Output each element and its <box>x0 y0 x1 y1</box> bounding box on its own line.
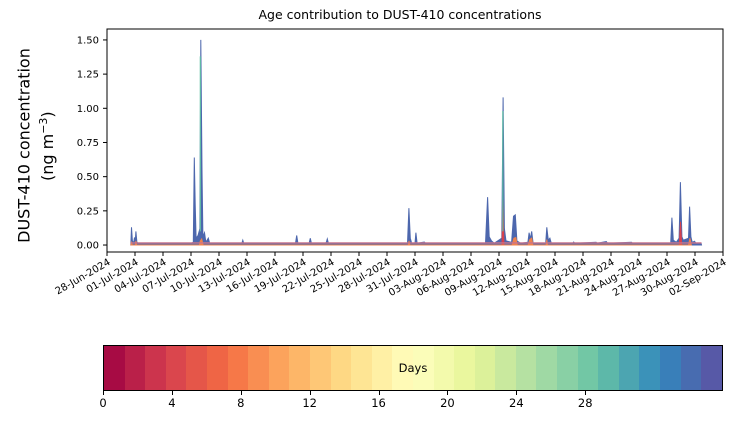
y-tick-label: 0.75 <box>77 138 99 149</box>
colorbar-tick <box>309 391 311 395</box>
y-tick-label: 1.00 <box>77 104 99 115</box>
colorbar-segment <box>309 346 331 390</box>
chart-title: Age contribution to DUST-410 concentrati… <box>258 7 542 22</box>
colorbar-tick <box>516 391 518 395</box>
colorbar-segment <box>351 346 372 390</box>
colorbar-segment <box>392 346 413 390</box>
colorbar-segment <box>577 346 599 390</box>
colorbar-segment <box>206 346 228 390</box>
colorbar-segment <box>557 346 578 390</box>
colorbar-segment <box>536 346 558 390</box>
colorbar-tick <box>240 391 242 395</box>
colorbar-tick-label: 4 <box>168 396 176 410</box>
colorbar-segment <box>227 346 249 390</box>
time-series-plot: 0.000.250.500.751.001.251.5028-Jun-20240… <box>54 28 729 299</box>
colorbar-segment <box>660 346 681 390</box>
colorbar-segment <box>330 346 352 390</box>
colorbar-segment <box>515 346 537 390</box>
colorbar-tick-label: 24 <box>509 396 524 410</box>
colorbar-segment <box>433 346 455 390</box>
colorbar-segment <box>412 346 434 390</box>
colorbar-segment <box>474 346 496 390</box>
colorbar-segment <box>124 346 146 390</box>
y-tick-label: 1.50 <box>77 35 99 46</box>
colorbar-segment <box>680 346 702 390</box>
colorbar-tick-label: 8 <box>237 396 245 410</box>
colorbar-segment <box>618 346 640 390</box>
colorbar-segment <box>248 346 269 390</box>
y-tick-label: 1.25 <box>77 70 99 81</box>
colorbar-segment <box>701 346 722 390</box>
colorbar-tick <box>378 391 380 395</box>
y-tick-label: 0.00 <box>77 241 99 252</box>
colorbar-tick-label: 12 <box>302 396 317 410</box>
colorbar-segment <box>186 346 207 390</box>
colorbar-tick-label: 28 <box>577 396 593 410</box>
colorbar-tick <box>585 391 587 395</box>
colorbar-segment <box>495 346 516 390</box>
colorbar-tick <box>103 391 104 395</box>
y-tick-label: 0.50 <box>77 172 99 183</box>
colorbar-segment <box>165 346 187 390</box>
colorbar-segment <box>371 346 393 390</box>
colorbar-segment <box>598 346 619 390</box>
colorbar-segment <box>639 346 661 390</box>
colorbar-tick <box>447 391 449 395</box>
y-tick-label: 0.25 <box>77 206 99 217</box>
series-area-oldest-age-contribution <box>130 39 703 246</box>
colorbar <box>103 345 723 391</box>
colorbar-segment <box>454 346 475 390</box>
colorbar-tick-label: 20 <box>440 396 455 410</box>
colorbar-segment <box>104 346 125 390</box>
axes-spines <box>106 28 724 253</box>
colorbar-tick <box>171 391 173 395</box>
colorbar-segment <box>289 346 310 390</box>
colorbar-tick-label: 16 <box>371 396 386 410</box>
colorbar-segment <box>145 346 166 390</box>
colorbar-segment <box>268 346 290 390</box>
colorbar-tick-label: 0 <box>99 396 107 410</box>
